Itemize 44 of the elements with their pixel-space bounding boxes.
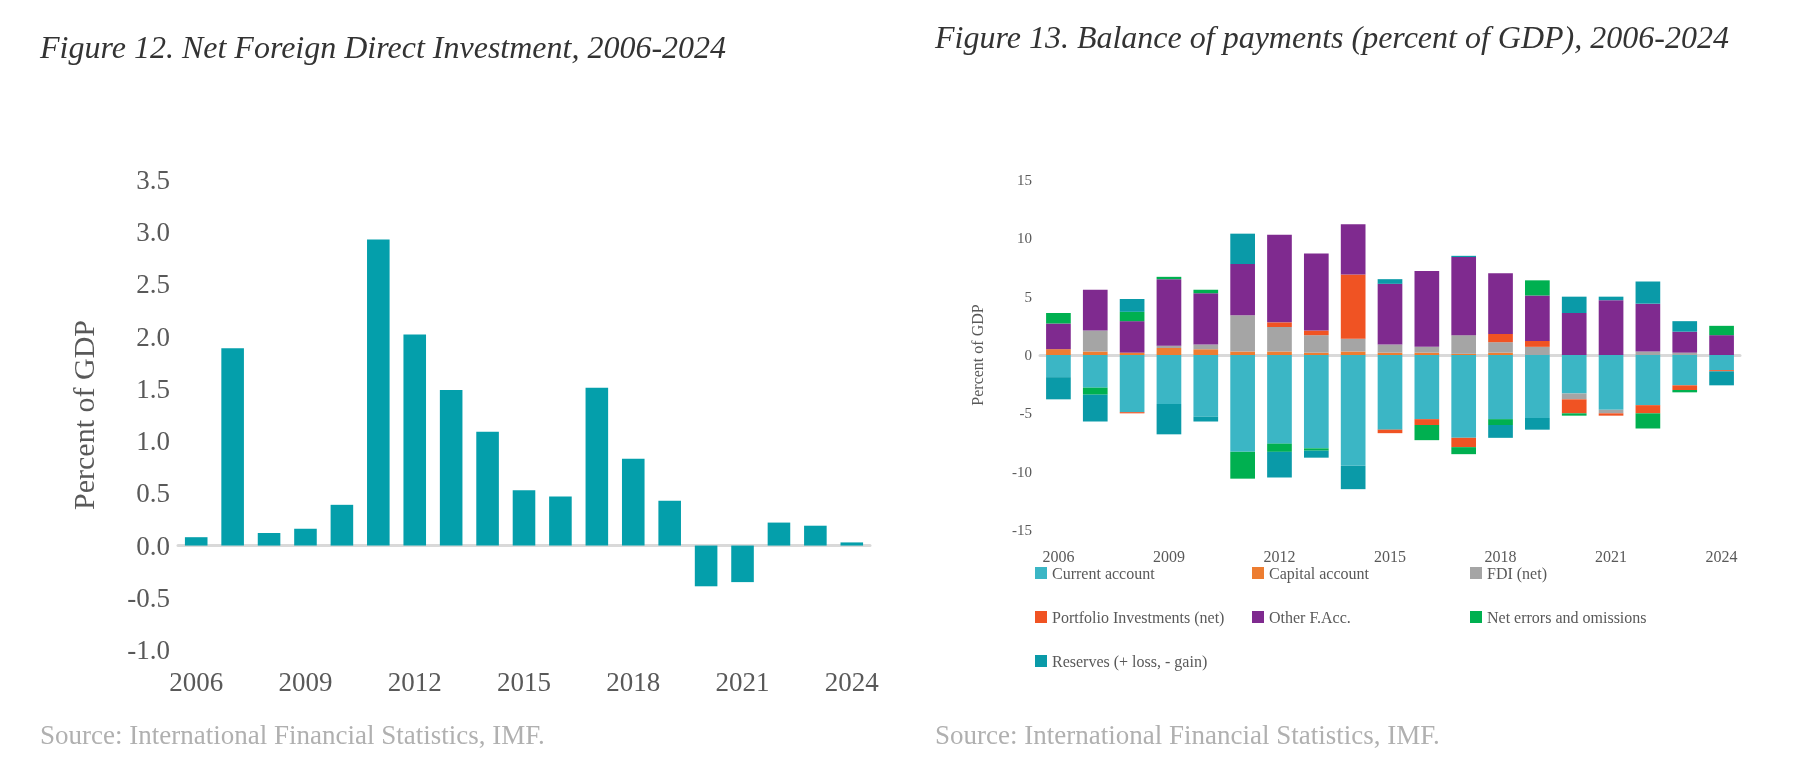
- x-tick-label: 2018: [1484, 547, 1517, 565]
- y-axis-title: Percent of GDP: [66, 320, 100, 510]
- y-tick-label: -5: [1019, 405, 1032, 422]
- y-tick-label: 15: [1017, 172, 1032, 188]
- source-note: Source: International Financial Statistics, IMF.: [40, 720, 545, 751]
- x-tick-label: 2021: [715, 666, 770, 697]
- y-tick-label: 0.5: [136, 478, 170, 509]
- y-tick-label: 3.5: [136, 165, 170, 195]
- y-axis-title: Percent of GDP: [968, 304, 986, 406]
- x-tick-label: 2024: [1705, 547, 1738, 565]
- y-tick-label: -15: [1012, 522, 1032, 538]
- chart-title: Figure 12. Net Foreign Direct Investment, 2006-2024: [40, 28, 728, 67]
- x-tick-label: 2015: [1374, 547, 1406, 565]
- legend-label: Capital account: [1269, 564, 1370, 583]
- legend-label: Portfolio Investments (net): [1052, 608, 1225, 627]
- y-tick-label: 5: [1024, 288, 1032, 305]
- x-tick-label: 2006: [1042, 547, 1075, 565]
- y-tick-label: 1.5: [136, 373, 170, 404]
- y-tick-label: 0: [1024, 347, 1032, 363]
- y-tick-label: 0.0: [136, 530, 170, 561]
- x-tick-label: 2018: [606, 666, 661, 697]
- source-note: Source: International Financial Statistics, IMF.: [935, 720, 1440, 751]
- y-tick-label: -10: [1012, 463, 1032, 480]
- x-tick-label: 2024: [824, 666, 880, 697]
- y-tick-label: -0.5: [127, 582, 170, 613]
- x-tick-label: 2012: [1263, 547, 1296, 565]
- y-tick-label: 2.0: [136, 321, 170, 352]
- legend-label: Other F.Acc.: [1269, 608, 1351, 626]
- legend-label: Current account: [1052, 564, 1156, 582]
- y-tick-label: 1.0: [136, 426, 170, 457]
- y-tick-label: 3.0: [136, 217, 170, 248]
- legend-label: FDI (net): [1487, 564, 1547, 583]
- x-tick-label: 2021: [1595, 547, 1628, 565]
- x-tick-label: 2012: [387, 666, 442, 697]
- legend-label: Net errors and omissions: [1487, 608, 1647, 626]
- legend-label: Reserves (+ loss, - gain): [1052, 652, 1208, 671]
- y-tick-label: 10: [1017, 230, 1032, 247]
- x-tick-label: 2009: [278, 666, 333, 697]
- x-tick-label: 2006: [169, 666, 224, 697]
- y-tick-label: 2.5: [136, 269, 170, 300]
- x-tick-label: 2015: [497, 666, 551, 697]
- x-tick-label: 2009: [1152, 547, 1185, 565]
- y-tick-label: -1.0: [127, 635, 170, 665]
- chart-title: Figure 13. Balance of payments (percent of GDP), 2006-2024: [935, 18, 1730, 57]
